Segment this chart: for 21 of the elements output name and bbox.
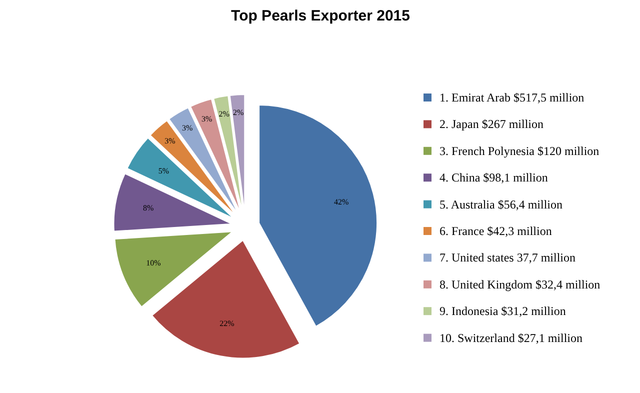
legend-label: 6. France $42,3 million — [440, 224, 552, 238]
legend-label: 3. French Polynesia $120 million — [440, 144, 600, 158]
data-label: 3% — [182, 124, 193, 133]
chart-title: Top Pearls Exporter 2015 — [231, 8, 410, 24]
legend-label: 7. United states 37,7 million — [440, 250, 576, 265]
data-label: 22% — [220, 319, 235, 328]
legend-label: 4. China $98,1 million — [440, 170, 548, 185]
legend-label: 1. Emirat Arab $517,5 million — [440, 90, 584, 104]
data-label: 3% — [164, 136, 176, 146]
data-label: 8% — [142, 203, 154, 212]
data-label: 5% — [158, 166, 170, 176]
data-label: 42% — [334, 197, 350, 206]
legend-label: 5. Australia $56,4 million — [440, 197, 562, 212]
data-label: 2% — [232, 108, 244, 117]
legend-label: 8. United Kingdom $32,4 million — [440, 277, 600, 292]
legend-label: 9. Indonesia $31,2 million — [440, 304, 566, 318]
data-label: 2% — [218, 110, 230, 119]
data-label: 3% — [201, 114, 212, 124]
data-label: 10% — [146, 258, 162, 268]
legend-label: 2. Japan $267 million — [440, 117, 544, 132]
legend-label: 10. Switzerland $27,1 million — [440, 330, 582, 345]
